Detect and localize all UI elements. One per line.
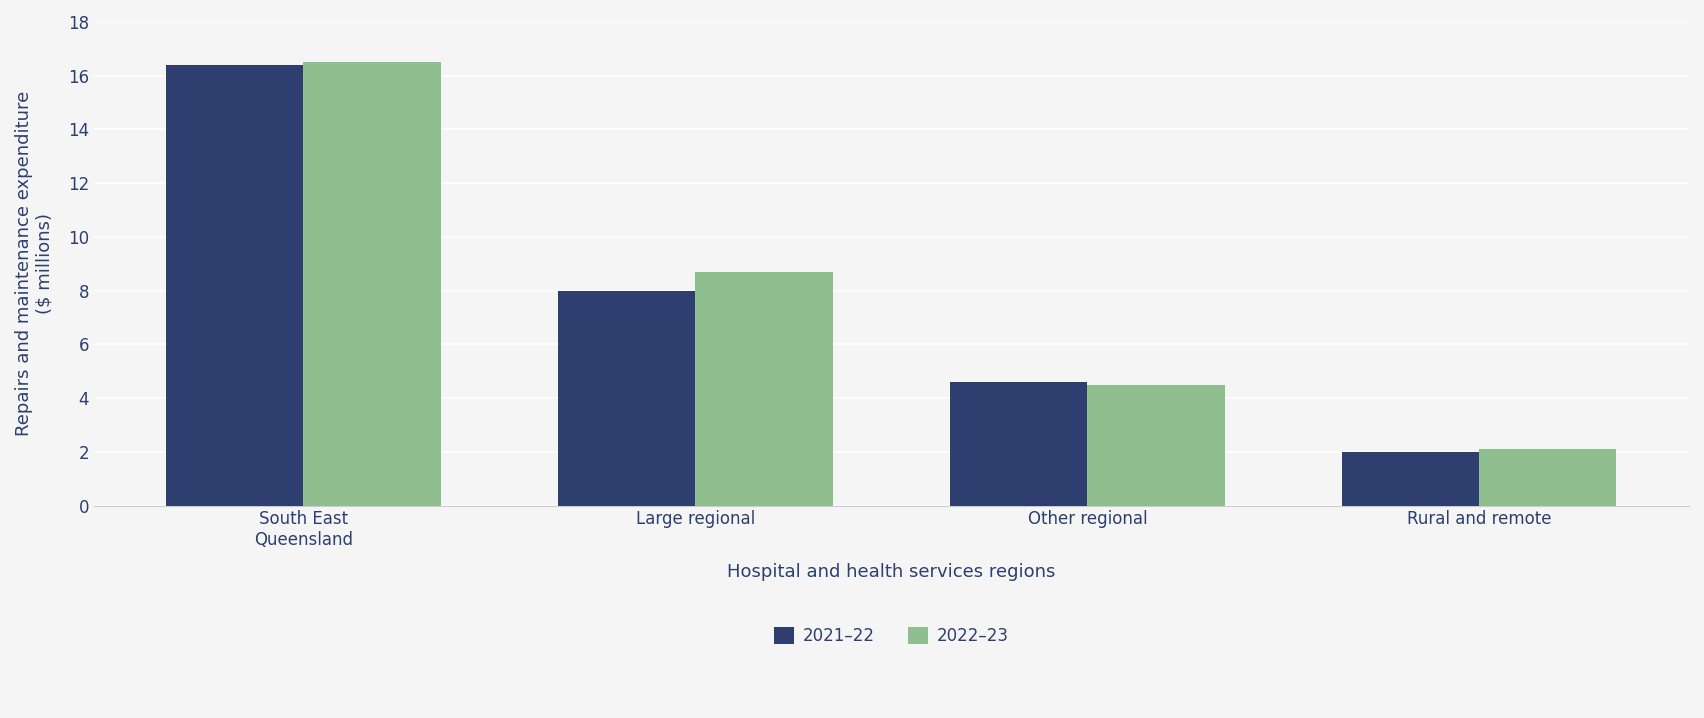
Bar xyxy=(559,291,695,505)
Bar xyxy=(1479,449,1617,505)
Bar xyxy=(167,65,303,505)
X-axis label: Hospital and health services regions: Hospital and health services regions xyxy=(728,563,1055,581)
Bar xyxy=(695,272,833,505)
Legend: 2021–22, 2022–23: 2021–22, 2022–23 xyxy=(769,620,1016,652)
Bar xyxy=(1343,452,1479,505)
Bar xyxy=(951,382,1087,505)
Bar xyxy=(1087,385,1225,505)
Bar xyxy=(303,62,441,505)
Y-axis label: Repairs and maintenance expenditure
($ millions): Repairs and maintenance expenditure ($ m… xyxy=(15,91,55,437)
